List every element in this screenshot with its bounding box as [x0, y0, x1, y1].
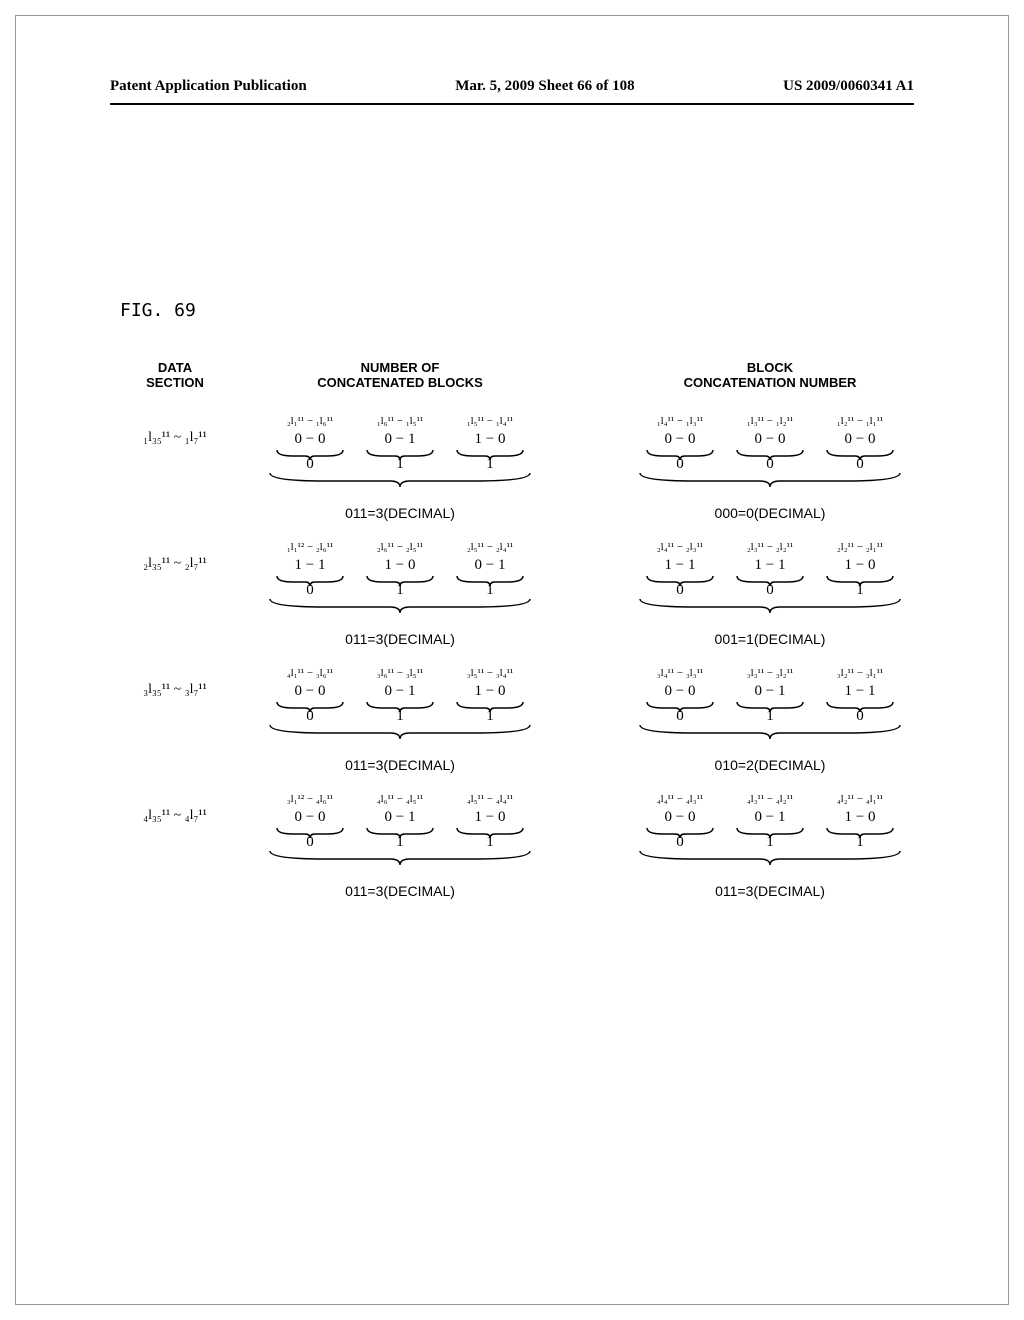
top-label: ₃l₃¹¹ − ₃l₂¹¹ [725, 667, 815, 681]
bit-pair: 1 − 1 [635, 557, 725, 584]
top-label: ₃l₂¹¹ − ₃l₁¹¹ [815, 667, 905, 681]
bit-pair: 0 − 1 [355, 683, 445, 710]
bit-pair: 1 − 0 [445, 809, 535, 836]
data-row: ₃l₃₅¹¹ ~ ₃l₇¹¹ ₄l₁¹¹ − ₃l₆¹¹₃l₆¹¹ − ₃l₅¹… [100, 667, 944, 773]
bit-pair: 0 − 0 [635, 431, 725, 458]
data-row: ₁l₃₅¹¹ ~ ₁l₇¹¹ ₂l₁¹¹ − ₁l₆¹¹₁l₆¹¹ − ₁l₅¹… [100, 415, 944, 521]
top-label: ₂l₃¹¹ − ₂l₂¹¹ [725, 541, 815, 555]
top-label: ₃l₁¹² − ₄l₆¹¹ [265, 793, 355, 807]
result-text: 001=1(DECIMAL) [630, 631, 910, 647]
concatenation-number: ₄l₄¹¹ − ₄l₃¹¹₄l₃¹¹ − ₄l₂¹¹₄l₂¹¹ − ₄l₁¹¹0… [630, 793, 910, 899]
top-label: ₄l₂¹¹ − ₄l₁¹¹ [815, 793, 905, 807]
brace-large-icon [635, 851, 905, 865]
concatenation-number: ₃l₄¹¹ − ₃l₃¹¹₃l₃¹¹ − ₃l₂¹¹₃l₂¹¹ − ₃l₁¹¹0… [630, 667, 910, 773]
data-row: ₂l₃₅¹¹ ~ ₂l₇¹¹ ₁l₁¹² − ₂l₆¹¹₂l₆¹¹ − ₂l₅¹… [100, 541, 944, 647]
data-section-label: ₄l₃₅¹¹ ~ ₄l₇¹¹ [100, 793, 250, 824]
bit-pair: 1 − 0 [815, 557, 905, 584]
top-label: ₄l₃¹¹ − ₄l₂¹¹ [725, 793, 815, 807]
top-label: ₂l₁¹¹ − ₁l₆¹¹ [265, 415, 355, 429]
bit-pair: 1 − 0 [355, 557, 445, 584]
data-section-label: ₂l₃₅¹¹ ~ ₂l₇¹¹ [100, 541, 250, 572]
figure-label: FIG. 69 [120, 300, 196, 321]
bit-pair: 1 − 0 [815, 809, 905, 836]
concatenated-blocks: ₁l₁¹² − ₂l₆¹¹₂l₆¹¹ − ₂l₅¹¹₂l₅¹¹ − ₂l₄¹¹1… [250, 541, 550, 647]
concatenated-blocks: ₄l₁¹¹ − ₃l₆¹¹₃l₆¹¹ − ₃l₅¹¹₃l₅¹¹ − ₃l₄¹¹0… [250, 667, 550, 773]
top-label: ₄l₅¹¹ − ₄l₄¹¹ [445, 793, 535, 807]
bit-pair: 0 − 0 [815, 431, 905, 458]
top-label: ₁l₃¹¹ − ₁l₂¹¹ [725, 415, 815, 429]
concatenation-number: ₁l₄¹¹ − ₁l₃¹¹₁l₃¹¹ − ₁l₂¹¹₁l₂¹¹ − ₁l₁¹¹0… [630, 415, 910, 521]
top-label: ₁l₁¹² − ₂l₆¹¹ [265, 541, 355, 555]
bit-pair: 0 − 0 [265, 809, 355, 836]
top-label: ₂l₆¹¹ − ₂l₅¹¹ [355, 541, 445, 555]
brace-large-icon [265, 599, 535, 613]
result-text: 011=3(DECIMAL) [250, 757, 550, 773]
header-center: Mar. 5, 2009 Sheet 66 of 108 [455, 78, 634, 95]
concatenation-number: ₂l₄¹¹ − ₂l₃¹¹₂l₃¹¹ − ₂l₂¹¹₂l₂¹¹ − ₂l₁¹¹1… [630, 541, 910, 647]
result-text: 011=3(DECIMAL) [250, 505, 550, 521]
top-label: ₁l₄¹¹ − ₁l₃¹¹ [635, 415, 725, 429]
result-text: 011=3(DECIMAL) [630, 883, 910, 899]
top-label: ₄l₄¹¹ − ₄l₃¹¹ [635, 793, 725, 807]
brace-large-icon [635, 725, 905, 739]
result-text: 011=3(DECIMAL) [250, 631, 550, 647]
result-text: 011=3(DECIMAL) [250, 883, 550, 899]
top-label: ₄l₆¹¹ − ₄l₅¹¹ [355, 793, 445, 807]
header-right: US 2009/0060341 A1 [783, 78, 914, 95]
bit-pair: 0 − 1 [355, 809, 445, 836]
concatenated-blocks: ₂l₁¹¹ − ₁l₆¹¹₁l₆¹¹ − ₁l₅¹¹₁l₅¹¹ − ₁l₄¹¹0… [250, 415, 550, 521]
data-row: ₄l₃₅¹¹ ~ ₄l₇¹¹ ₃l₁¹² − ₄l₆¹¹₄l₆¹¹ − ₄l₅¹… [100, 793, 944, 899]
top-label: ₄l₁¹¹ − ₃l₆¹¹ [265, 667, 355, 681]
column-header-2: NUMBER OF CONCATENATED BLOCKS [250, 360, 550, 390]
data-section-label: ₃l₃₅¹¹ ~ ₃l₇¹¹ [100, 667, 250, 698]
top-label: ₃l₅¹¹ − ₃l₄¹¹ [445, 667, 535, 681]
bit-pair: 0 − 1 [725, 809, 815, 836]
result-text: 000=0(DECIMAL) [630, 505, 910, 521]
bit-pair: 1 − 0 [445, 683, 535, 710]
bit-pair: 0 − 0 [635, 809, 725, 836]
bit-pair: 0 − 0 [265, 431, 355, 458]
column-header-3: BLOCK CONCATENATION NUMBER [630, 360, 910, 390]
bit-pair: 0 − 1 [355, 431, 445, 458]
brace-large-icon [265, 725, 535, 739]
result-text: 010=2(DECIMAL) [630, 757, 910, 773]
top-label: ₂l₄¹¹ − ₂l₃¹¹ [635, 541, 725, 555]
top-label: ₃l₆¹¹ − ₃l₅¹¹ [355, 667, 445, 681]
data-section-label: ₁l₃₅¹¹ ~ ₁l₇¹¹ [100, 415, 250, 446]
brace-large-icon [265, 473, 535, 487]
bit-pair: 1 − 1 [725, 557, 815, 584]
bit-pair: 1 − 1 [815, 683, 905, 710]
bit-pair: 0 − 0 [725, 431, 815, 458]
bit-pair: 0 − 0 [265, 683, 355, 710]
top-label: ₂l₅¹¹ − ₂l₄¹¹ [445, 541, 535, 555]
bit-pair: 1 − 1 [265, 557, 355, 584]
top-label: ₁l₅¹¹ − ₁l₄¹¹ [445, 415, 535, 429]
header-left: Patent Application Publication [110, 78, 307, 95]
bit-pair: 0 − 1 [445, 557, 535, 584]
bit-pair: 0 − 1 [725, 683, 815, 710]
top-label: ₁l₆¹¹ − ₁l₅¹¹ [355, 415, 445, 429]
brace-large-icon [265, 851, 535, 865]
header: Patent Application Publication Mar. 5, 2… [0, 78, 1024, 105]
column-header-1: DATA SECTION [100, 360, 250, 390]
top-label: ₂l₂¹¹ − ₂l₁¹¹ [815, 541, 905, 555]
top-label: ₃l₄¹¹ − ₃l₃¹¹ [635, 667, 725, 681]
figure-content: DATA SECTION NUMBER OF CONCATENATED BLOC… [100, 360, 944, 919]
brace-large-icon [635, 599, 905, 613]
concatenated-blocks: ₃l₁¹² − ₄l₆¹¹₄l₆¹¹ − ₄l₅¹¹₄l₅¹¹ − ₄l₄¹¹0… [250, 793, 550, 899]
bit-pair: 1 − 0 [445, 431, 535, 458]
top-label: ₁l₂¹¹ − ₁l₁¹¹ [815, 415, 905, 429]
brace-large-icon [635, 473, 905, 487]
bit-pair: 0 − 0 [635, 683, 725, 710]
